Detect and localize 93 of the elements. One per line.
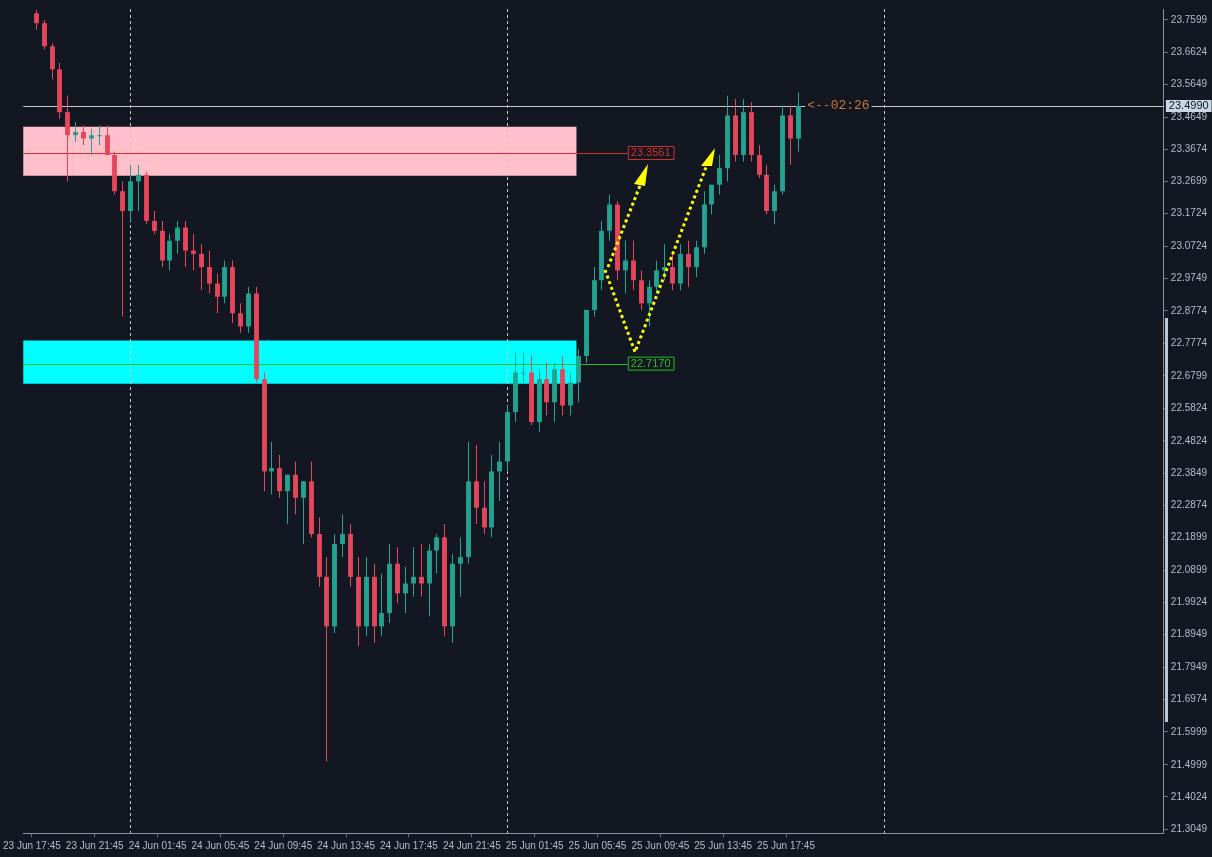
y-tick-label: 22.2874 xyxy=(1170,499,1208,510)
y-tick-label: 22.0899 xyxy=(1170,564,1208,576)
y-tick-label: 23.4649 xyxy=(1170,110,1208,122)
candlestick xyxy=(482,480,487,535)
y-tick-label: 22.4824 xyxy=(1170,434,1208,446)
y-tick-label: 21.8949 xyxy=(1170,628,1208,640)
candlestick xyxy=(458,536,463,598)
candlestick xyxy=(238,302,243,334)
x-tick-label: 24 Jun 21:45 xyxy=(442,839,502,851)
candlestick xyxy=(419,543,424,598)
candlestick xyxy=(403,566,408,614)
candlestick xyxy=(167,233,172,271)
candlestick xyxy=(73,121,78,143)
candlestick xyxy=(521,352,526,383)
x-tick-label: 23 Jun 17:45 xyxy=(3,839,62,851)
y-tick-label: 21.4999 xyxy=(1170,758,1208,770)
candlestick xyxy=(65,95,70,182)
y-tick-label: 21.3049 xyxy=(1170,822,1208,834)
candlestick xyxy=(136,164,141,212)
y-tick-label: 22.7774 xyxy=(1170,337,1208,349)
candlestick xyxy=(105,124,110,156)
y-tick-label: 22.3849 xyxy=(1170,466,1208,478)
annotation: <--02:26 xyxy=(807,98,870,114)
candlestick xyxy=(97,124,102,146)
candlestick xyxy=(772,184,777,225)
candlestick xyxy=(670,253,675,291)
candlestick xyxy=(269,441,274,495)
x-tick-label: 25 Jun 05:45 xyxy=(568,839,627,851)
candlestick xyxy=(152,210,157,235)
candlestick xyxy=(717,154,722,196)
y-tick-label: 21.7949 xyxy=(1170,661,1208,673)
candlestick xyxy=(81,124,86,146)
candlestick xyxy=(50,42,55,80)
candlestick xyxy=(34,9,39,31)
y-tick-label: 22.5824 xyxy=(1170,401,1208,413)
x-tick-label: 25 Jun 01:45 xyxy=(505,839,564,851)
x-tick-label: 24 Jun 09:45 xyxy=(254,839,313,851)
candlestick xyxy=(301,480,306,545)
candlestick xyxy=(175,220,180,255)
x-tick-label: 24 Jun 01:45 xyxy=(128,839,187,851)
candlestick xyxy=(631,240,636,291)
candlestick xyxy=(623,240,628,294)
candlestick xyxy=(89,128,94,156)
y-tick-label: 22.8774 xyxy=(1170,304,1208,316)
x-tick-label: 25 Jun 13:45 xyxy=(694,839,753,851)
y-tick-label: 23.5649 xyxy=(1170,77,1208,89)
y-tick-label: 22.9749 xyxy=(1170,272,1208,284)
candlestick xyxy=(120,180,125,318)
ref-line-label: 23.4990 xyxy=(1168,98,1209,111)
candlestick xyxy=(434,533,439,575)
candlestick xyxy=(199,243,204,291)
y-tick-label: 22.6799 xyxy=(1170,369,1208,381)
y-tick-label: 21.6974 xyxy=(1170,693,1208,705)
y-tick-label: 22.1899 xyxy=(1170,531,1208,543)
candlestick xyxy=(686,240,691,288)
y-tick-label: 21.5999 xyxy=(1170,725,1208,737)
x-tick-label: 25 Jun 09:45 xyxy=(631,839,690,851)
y-tick-label: 23.6624 xyxy=(1170,45,1208,57)
y-tick-label: 21.4024 xyxy=(1170,790,1208,802)
ref-line-label: 22.7170 xyxy=(630,356,671,369)
candlestick xyxy=(215,273,220,314)
candlestick xyxy=(42,19,47,51)
candlestick xyxy=(757,144,762,179)
candlestick xyxy=(647,279,652,327)
x-tick-label: 24 Jun 17:45 xyxy=(380,839,439,851)
candlestick xyxy=(568,372,573,416)
x-tick-label: 25 Jun 17:45 xyxy=(757,839,816,851)
x-tick-label: 24 Jun 05:45 xyxy=(191,839,250,851)
candlestick xyxy=(293,461,298,515)
candlestick xyxy=(639,269,644,311)
ref-line-label: 23.3561 xyxy=(630,146,671,159)
y-tick-label: 23.1724 xyxy=(1170,207,1208,219)
candlestick xyxy=(694,240,699,278)
candlestick xyxy=(544,362,549,416)
candlestick xyxy=(207,250,212,294)
candlestick xyxy=(411,546,416,598)
candlestick xyxy=(788,105,793,166)
candlestick xyxy=(285,474,290,525)
candlestick xyxy=(191,233,196,271)
candlestick xyxy=(183,220,188,268)
x-tick-label: 23 Jun 21:45 xyxy=(65,839,125,851)
y-tick-label: 21.9924 xyxy=(1170,596,1208,608)
y-tick-label: 23.0724 xyxy=(1170,240,1208,252)
x-tick-label: 24 Jun 13:45 xyxy=(317,839,376,851)
candlestick xyxy=(277,454,282,499)
y-tick-label: 23.2699 xyxy=(1170,175,1208,187)
y-tick-label: 23.3674 xyxy=(1170,143,1208,155)
candlestick xyxy=(340,513,345,558)
candlestick xyxy=(709,184,714,215)
candlestick xyxy=(379,573,384,637)
candlestick xyxy=(497,441,502,502)
candlestick xyxy=(654,259,659,294)
y-tick-label: 23.7599 xyxy=(1170,13,1208,25)
